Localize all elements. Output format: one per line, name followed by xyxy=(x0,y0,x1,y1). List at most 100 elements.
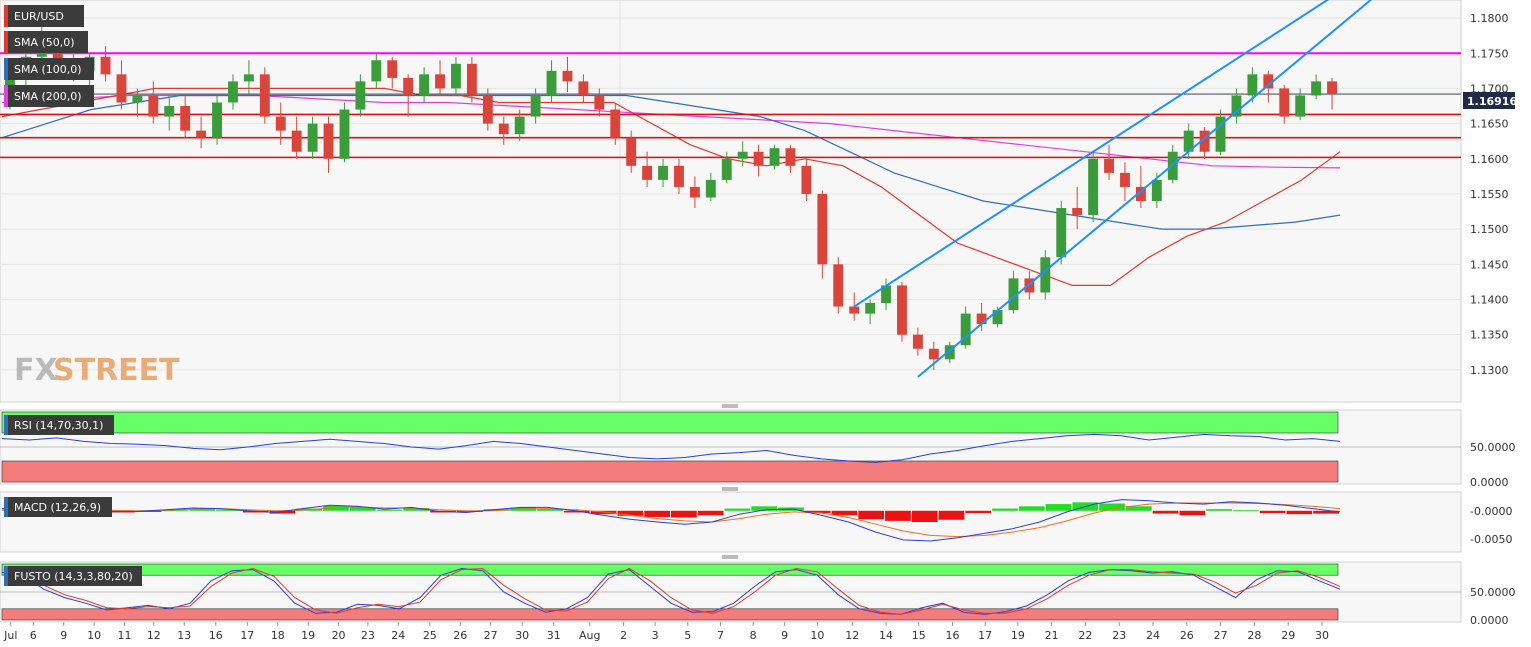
fusto-badge[interactable]: FUSTO (14,3,3,80,20) xyxy=(4,566,142,586)
time-tick-label: 25 xyxy=(423,629,437,642)
candle-body xyxy=(1008,278,1019,311)
candle-body xyxy=(148,95,159,117)
sma200-badge[interactable]: SMA (200,0) xyxy=(4,85,94,107)
time-tick-label: 30 xyxy=(515,629,529,642)
sma100-badge[interactable]: SMA (100,0) xyxy=(4,58,94,80)
candle-body xyxy=(387,60,398,78)
rsi-tick-label: 50.0000 xyxy=(1470,441,1516,454)
candle-body xyxy=(1151,179,1162,201)
time-tick-label: 7 xyxy=(717,629,724,642)
fusto-panel: 50.0000 0.0000 xyxy=(0,561,1516,627)
time-tick-label: Aug xyxy=(579,629,600,642)
candle-body xyxy=(259,74,270,117)
price-tick-label: 1.1400 xyxy=(1470,294,1509,307)
time-tick-label: 8 xyxy=(750,629,757,642)
time-tick-label: 24 xyxy=(1146,629,1160,642)
macd-badge[interactable]: MACD (12,26,9) xyxy=(4,497,112,517)
candle-body xyxy=(817,193,828,265)
candle-body xyxy=(849,306,860,314)
sma200-label: SMA (200,0) xyxy=(14,90,82,103)
candle-body xyxy=(403,77,414,96)
candle-body xyxy=(164,106,175,117)
time-tick-label: 22 xyxy=(1078,629,1092,642)
candle-body xyxy=(1104,158,1114,173)
macd-panel: -0.0000 -0.0050 xyxy=(0,491,1512,553)
last-price-value: 1.16916 xyxy=(1467,95,1517,108)
candle-body xyxy=(498,123,509,135)
price-panel-background xyxy=(0,0,1462,403)
fusto-tick-label: 50.0000 xyxy=(1470,586,1516,599)
time-tick-label: 18 xyxy=(271,629,285,642)
macd-histogram-bar xyxy=(456,510,483,512)
candle-body xyxy=(275,116,286,131)
candle-body xyxy=(1120,172,1130,187)
resize-handle-2[interactable] xyxy=(722,487,738,491)
rsi-badge[interactable]: RSI (14,70,30,1) xyxy=(4,415,114,435)
trend-channel xyxy=(853,0,1373,378)
price-tick-label: 1.1300 xyxy=(1470,364,1509,377)
macd-histogram-bar xyxy=(1045,504,1072,511)
resize-handle-3[interactable] xyxy=(722,555,738,559)
time-tick-label: 13 xyxy=(177,629,191,642)
macd-histogram-bar xyxy=(697,510,724,516)
candle-body xyxy=(1327,81,1337,95)
candle-body xyxy=(769,148,780,166)
symbol-badge[interactable]: EUR/USD xyxy=(4,5,84,27)
candle-body xyxy=(833,264,844,307)
candle-body xyxy=(897,285,907,335)
candle-body xyxy=(243,74,254,82)
time-tick-label: 19 xyxy=(301,629,315,642)
candle-body xyxy=(1263,74,1274,89)
price-tick-label: 1.1750 xyxy=(1470,47,1509,60)
rsi-overbought-zone xyxy=(1,411,1339,434)
sma50-badge[interactable]: SMA (50,0) xyxy=(4,31,88,53)
candle-body xyxy=(180,106,191,131)
macd-histogram-bar xyxy=(617,510,644,516)
candle-body xyxy=(1231,95,1242,117)
symbol-label: EUR/USD xyxy=(14,10,64,23)
price-tick-label: 1.1600 xyxy=(1470,153,1509,166)
candle-body xyxy=(435,74,445,89)
candle-body xyxy=(992,310,1003,325)
time-tick-label: 29 xyxy=(1281,629,1295,642)
candle-body xyxy=(339,109,350,159)
macd-histogram-bar xyxy=(1099,503,1125,511)
candle-body xyxy=(5,74,15,96)
candle-body xyxy=(52,49,63,61)
time-tick-label: 5 xyxy=(684,629,691,642)
candle-body xyxy=(1088,158,1099,216)
candle-body xyxy=(451,63,461,89)
macd-histogram-bar xyxy=(831,510,858,516)
candle-body xyxy=(1199,130,1210,152)
sma50-line xyxy=(1,87,1341,286)
macd-background xyxy=(0,491,1462,553)
macd-histogram-bar xyxy=(1286,510,1313,515)
candle-body xyxy=(642,165,653,180)
macd-tick-label: -0.0000 xyxy=(1470,505,1512,518)
candle-body xyxy=(626,137,637,166)
candle-body xyxy=(514,116,525,135)
candle-body xyxy=(1135,186,1146,201)
price-tick-label: 1.1350 xyxy=(1470,329,1509,342)
candle-body xyxy=(546,70,557,96)
macd-histogram-bar xyxy=(563,510,590,513)
macd-histogram-bar xyxy=(1125,506,1152,511)
fusto-overbought-zone xyxy=(1,563,1339,576)
candle-body xyxy=(976,313,987,325)
candle-body xyxy=(674,165,684,187)
candle-body xyxy=(371,60,382,82)
candle-body xyxy=(1311,81,1322,96)
macd-histogram-bar xyxy=(1179,510,1206,516)
candle-body xyxy=(658,165,668,180)
sma50-label: SMA (50,0) xyxy=(14,36,75,49)
price-tick-label: 1.1450 xyxy=(1470,258,1509,271)
candle-body xyxy=(355,81,366,110)
resize-handle-1[interactable] xyxy=(722,404,738,408)
rsi-label: RSI (14,70,30,1) xyxy=(14,419,103,432)
candle-body xyxy=(610,109,621,138)
last-price-tag: 1.16916 xyxy=(1463,92,1517,109)
time-tick-label: 6 xyxy=(30,629,37,642)
candle-body xyxy=(419,74,430,96)
time-tick-label: 27 xyxy=(484,629,498,642)
